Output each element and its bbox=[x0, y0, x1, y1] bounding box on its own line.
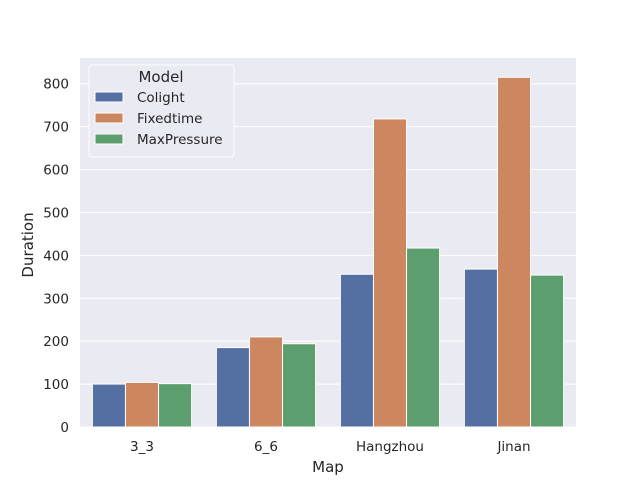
x-tick-label: Hangzhou bbox=[356, 439, 424, 455]
legend-swatch bbox=[94, 133, 124, 145]
x-tick-label: 6_6 bbox=[254, 439, 278, 455]
bar-fixedtime-3_3 bbox=[124, 381, 160, 428]
y-tick-label: 400 bbox=[43, 248, 69, 264]
legend-swatch bbox=[94, 112, 124, 124]
y-tick-label: 800 bbox=[43, 77, 69, 93]
bar-fixedtime-6_6 bbox=[248, 336, 284, 428]
y-tick-label: 700 bbox=[43, 120, 69, 136]
legend: Model Colight Fixedtime MaxPressure bbox=[88, 64, 235, 158]
x-tick-labels: 3_3 6_6 Hangzhou Jinan bbox=[130, 439, 531, 455]
legend-box bbox=[88, 64, 235, 158]
bar-maxpressure-6_6 bbox=[282, 343, 317, 428]
bar-colight-6_6 bbox=[215, 347, 250, 428]
bar-maxpressure-jinan bbox=[530, 274, 565, 428]
y-tick-label: 500 bbox=[43, 205, 69, 221]
bar-colight-hangzhou bbox=[339, 273, 374, 428]
y-tick-label: 100 bbox=[43, 377, 69, 393]
x-tick-label: 3_3 bbox=[130, 439, 154, 455]
legend-label: Colight bbox=[137, 90, 185, 106]
y-tick-label: 0 bbox=[60, 420, 69, 436]
y-tick-label: 300 bbox=[43, 291, 69, 307]
bar-fixedtime-hangzhou bbox=[372, 118, 408, 428]
x-tick-label: Jinan bbox=[496, 439, 530, 455]
y-tick-label: 200 bbox=[43, 334, 69, 350]
legend-label: MaxPressure bbox=[137, 132, 223, 148]
legend-label: Fixedtime bbox=[137, 111, 202, 127]
bar-maxpressure-hangzhou bbox=[406, 247, 441, 428]
bar-colight-3_3 bbox=[91, 383, 126, 428]
legend-title: Model bbox=[138, 68, 183, 86]
y-axis-label: Duration bbox=[19, 212, 37, 277]
x-axis-label: Map bbox=[312, 458, 344, 476]
legend-swatch bbox=[94, 91, 124, 103]
bars bbox=[91, 76, 565, 428]
bar-maxpressure-3_3 bbox=[158, 383, 193, 428]
y-tick-label: 600 bbox=[43, 163, 69, 179]
bar-fixedtime-jinan bbox=[496, 76, 532, 428]
bar-colight-jinan bbox=[463, 268, 498, 428]
y-tick-labels: 0 100 200 300 400 500 600 700 800 bbox=[43, 77, 69, 436]
